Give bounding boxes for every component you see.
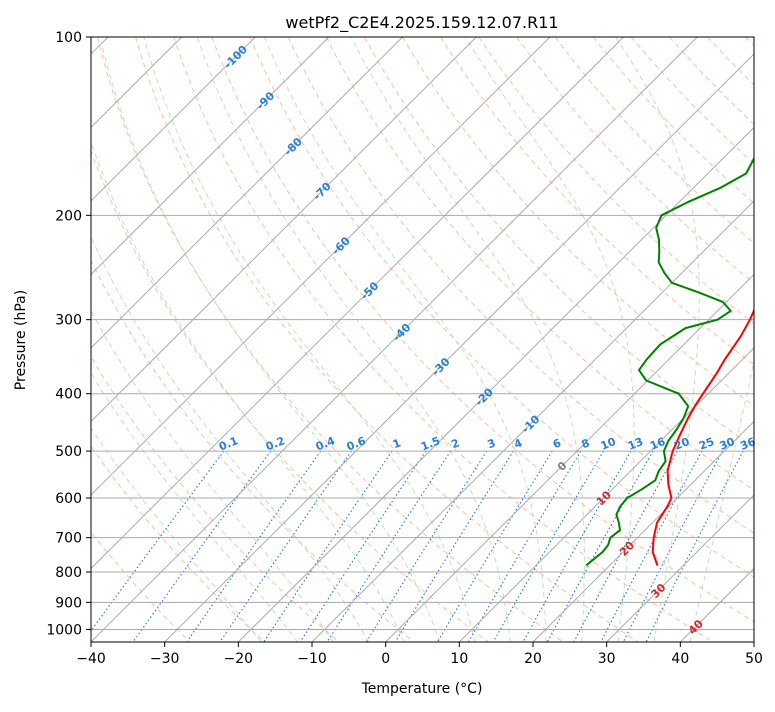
x-tick-label: −20 <box>224 651 254 667</box>
x-tick-label: 10 <box>450 651 468 667</box>
y-tick-label: 300 <box>55 313 82 329</box>
y-tick-label: 200 <box>55 208 82 224</box>
chart-title: wetPf2_C2E4.2025.159.12.07.R11 <box>285 13 558 33</box>
x-tick-label: 40 <box>671 651 689 667</box>
x-tick-label: −30 <box>150 651 180 667</box>
y-tick-label: 600 <box>55 491 82 507</box>
y-tick-label: 400 <box>55 387 82 403</box>
x-tick-label: −10 <box>297 651 327 667</box>
x-tick-label: 20 <box>524 651 542 667</box>
x-tick-label: 50 <box>745 651 763 667</box>
y-tick-label: 500 <box>55 444 82 460</box>
x-tick-label: 0 <box>381 651 390 667</box>
y-tick-label: 800 <box>55 565 82 581</box>
x-tick-label: −40 <box>76 651 106 667</box>
y-tick-label: 1000 <box>46 622 82 638</box>
y-axis-label: Pressure (hPa) <box>13 290 29 390</box>
x-axis-label: Temperature (°C) <box>361 681 483 697</box>
y-tick-label: 900 <box>55 595 82 611</box>
y-tick-label: 100 <box>55 30 82 46</box>
x-tick-label: 30 <box>598 651 616 667</box>
y-tick-label: 700 <box>55 531 82 547</box>
